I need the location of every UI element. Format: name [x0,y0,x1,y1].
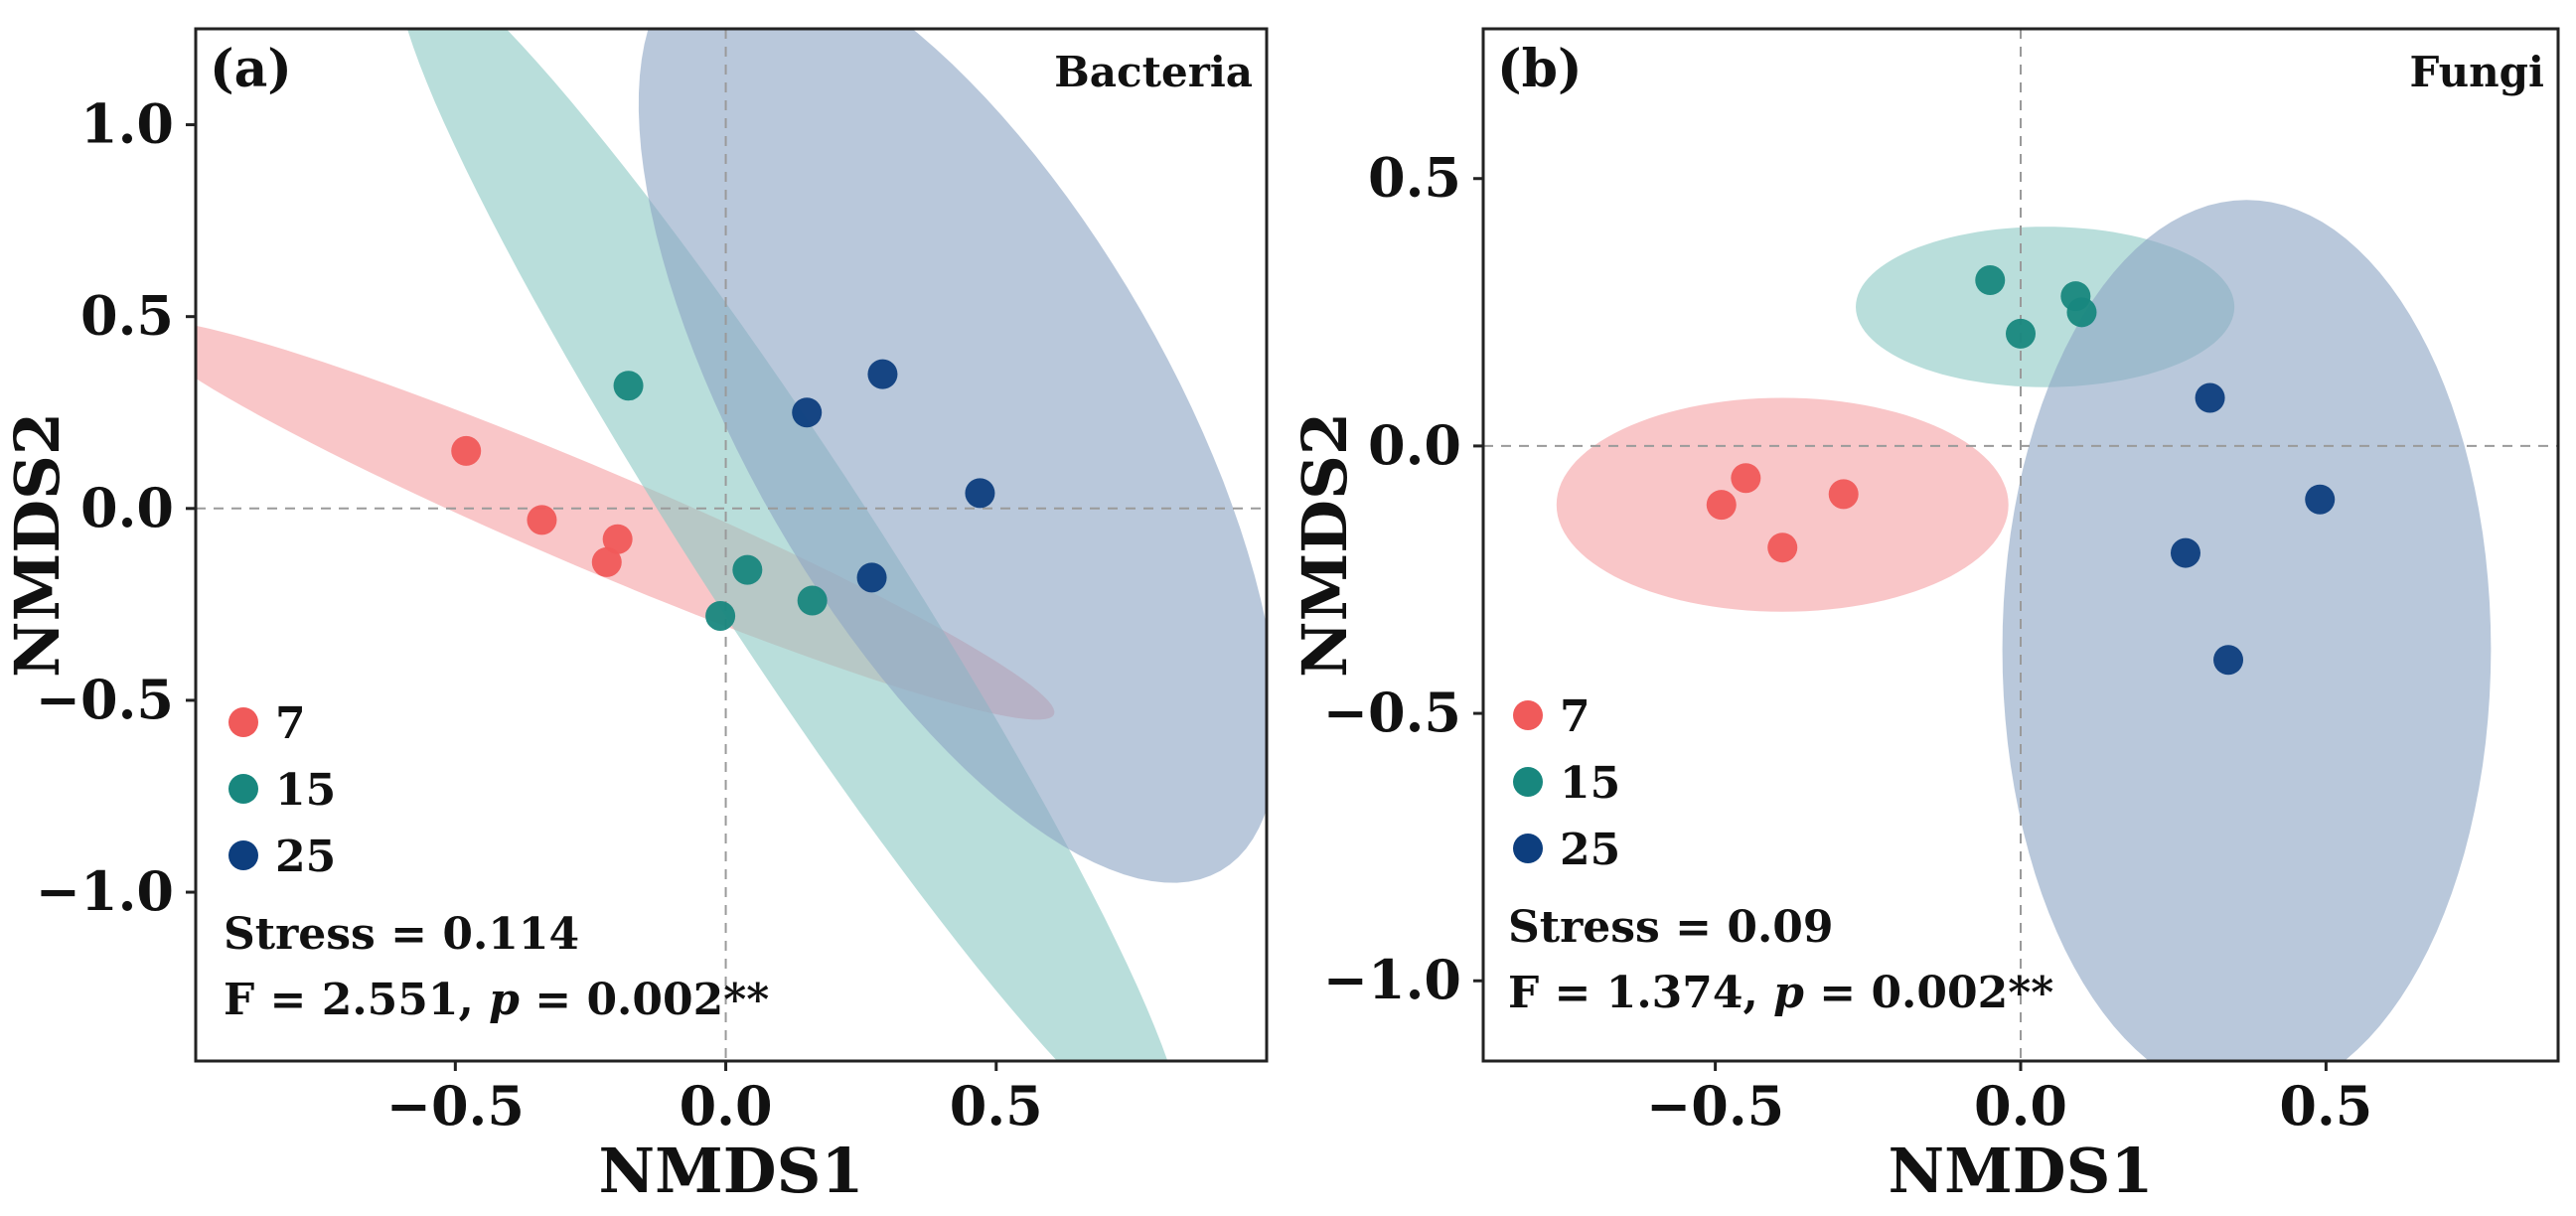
x-tick-label: −0.5 [386,1074,525,1138]
legend: 7 15 25 [228,698,336,882]
y-tick-label: 0.5 [80,284,174,348]
x-tick-label: 0.0 [680,1074,773,1138]
plot-area [196,29,1267,1061]
point-group-7 [1706,490,1737,521]
permanova-text: F = 2.551, p = 0.002** [224,975,769,1025]
x-tick-label: 0.0 [1974,1074,2067,1138]
point-group-7 [591,546,622,577]
point-group-25 [792,397,823,428]
permanova-p-symbol: p [1773,968,1804,1018]
legend-marker-25 [1513,834,1543,863]
y-tick-label: 1.0 [80,92,174,156]
legend-marker-7 [1513,700,1543,730]
ellipse-group-7 [1556,397,2009,612]
point-group-15 [1975,265,2006,296]
point-group-7 [1828,479,1859,510]
y-tick-label: −1.0 [1323,948,1461,1011]
legend-marker-15 [1513,767,1543,797]
point-group-15 [732,554,763,585]
point-group-15 [797,585,828,616]
point-group-7 [1731,463,1761,494]
panel-group-title: Bacteria [1054,48,1253,96]
y-tick-label: −1.0 [36,859,174,923]
permanova-f-value: F = 2.551, [224,975,489,1025]
legend-label-25: 25 [275,832,336,882]
point-group-25 [2170,537,2200,568]
y-tick-label: 0.5 [1368,146,1461,210]
point-group-15 [2006,318,2036,349]
point-group-25 [2305,484,2336,515]
legend-marker-7 [228,707,258,737]
ellipse-group-25 [638,29,1267,883]
panel-group-title: Fungi [2410,48,2544,96]
panel-b: −0.5 0.0 0.5 −1.0 −0.5 0.0 0.5 NMDS1 NMDS2 (b) Fun… [1288,27,2560,1207]
y-axis-title: NMDS2 [1288,412,1361,678]
x-tick-label: −0.5 [1646,1074,1784,1138]
point-group-7 [451,435,482,466]
point-group-7 [527,505,557,535]
stress-text: Stress = 0.09 [1508,902,1834,953]
stress-text: Stress = 0.114 [224,909,579,960]
x-tick-label: 0.5 [950,1074,1043,1138]
permanova-p-value: = 0.002** [1804,968,2053,1018]
legend-label-25: 25 [1560,825,1620,875]
permanova-text: F = 1.374, p = 0.002** [1508,968,2053,1018]
ellipse-group-15 [406,29,1168,1061]
point-group-25 [965,478,995,509]
y-axis-title: NMDS2 [1,412,74,678]
legend-label-15: 15 [1560,758,1620,809]
permanova-f-value: F = 1.374, [1508,968,1773,1018]
legend-label-15: 15 [275,765,336,816]
point-group-15 [613,371,644,401]
y-tick-label: 0.0 [80,476,174,539]
legend: 7 15 25 [1513,691,1620,875]
y-tick-label: −0.5 [1323,681,1461,744]
point-group-15 [2066,297,2097,328]
point-group-25 [856,562,887,593]
x-axis-title: NMDS1 [1889,1135,2154,1207]
y-tick-label: 0.0 [1368,413,1461,477]
legend-label-7: 7 [275,698,306,749]
y-tick-label: −0.5 [36,668,174,731]
ellipse-group-25 [2002,200,2492,1061]
legend-marker-15 [228,774,258,804]
point-group-25 [867,359,898,389]
plot-area [1483,29,2558,1061]
x-tick-label: 0.5 [2279,1074,2372,1138]
point-group-15 [705,600,736,631]
legend-marker-25 [228,840,258,870]
panel-label: (a) [210,39,292,99]
x-axis-title: NMDS1 [599,1135,864,1207]
panel-a: −0.5 0.0 0.5 −1.0 −0.5 0.0 0.5 1.0 NMDS1 NMDS2 (a)… [1,27,1269,1207]
point-group-25 [2195,382,2225,413]
point-group-7 [1767,532,1798,563]
point-group-25 [2213,645,2244,676]
permanova-p-value: = 0.002** [520,975,769,1025]
plot-frame [194,27,1269,1063]
permanova-p-symbol: p [489,975,520,1025]
panel-label: (b) [1497,39,1583,99]
legend-label-7: 7 [1560,691,1591,742]
point-group-7 [602,524,633,554]
